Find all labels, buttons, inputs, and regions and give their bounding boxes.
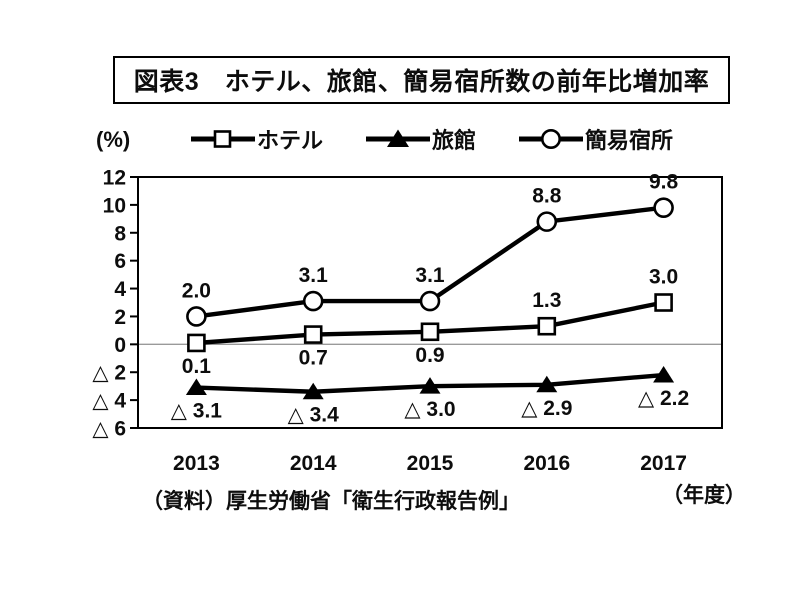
y-axis-label: △ 6 [92, 418, 126, 441]
x-axis-label: 2015 [407, 452, 454, 475]
data-point-marker-square [537, 316, 557, 336]
y-axis-label: 2 [114, 306, 126, 329]
data-point-label: 1.3 [532, 289, 561, 312]
y-axis-label: △ 4 [92, 390, 126, 413]
data-point-marker-triangle [419, 377, 441, 394]
data-point-marker-square [303, 325, 323, 344]
data-point-marker-circle [186, 306, 207, 327]
x-axis-label: 2013 [173, 452, 220, 475]
y-axis-label: △ 2 [92, 362, 126, 385]
data-point-label: 3.1 [415, 264, 445, 287]
data-point-marker-square [654, 293, 673, 312]
legend-label-simple-lodging: 簡易宿所 [585, 128, 674, 153]
legend-item-hotel: ホテル [190, 123, 323, 155]
legend-label-ryokan: 旅館 [432, 128, 477, 153]
plot-frame [137, 176, 723, 429]
source-note: （資料）厚生労働省「衛生行政報告例」 [142, 490, 520, 513]
data-point-marker-circle [653, 197, 674, 218]
data-point-label: 0.9 [415, 344, 444, 367]
figure-title: 図表3 ホテル、旅館、簡易宿所数の前年比増加率 [133, 68, 710, 96]
data-point-marker-triangle [185, 378, 207, 396]
data-point-label: △ 2.2 [638, 387, 689, 410]
data-point-marker-circle [302, 290, 324, 312]
data-point-label: △ 3.4 [288, 404, 339, 427]
data-point-label: △ 3.1 [171, 400, 222, 423]
data-point-marker-triangle [536, 375, 558, 393]
legend-item-simple-lodging: 簡易宿所 [518, 123, 673, 155]
x-axis-unit-label: （年度） [662, 484, 746, 507]
y-axis-label: 4 [114, 278, 126, 301]
y-axis-label: 12 [103, 167, 126, 190]
data-point-label: 0.7 [299, 347, 328, 370]
data-point-label: 3.1 [299, 264, 329, 287]
data-point-label: 0.1 [182, 355, 212, 378]
legend-label-hotel: ホテル [257, 128, 324, 153]
data-point-marker-triangle [302, 382, 324, 400]
data-point-marker-triangle [653, 366, 675, 383]
data-point-marker-circle [536, 211, 558, 232]
data-point-marker-circle [419, 290, 441, 312]
x-axis-label: 2016 [523, 452, 570, 475]
data-point-label: △ 2.9 [521, 397, 572, 420]
x-axis-label: 2017 [640, 452, 687, 475]
data-point-label: △ 3.0 [404, 398, 455, 421]
y-axis-unit-label: (%) [96, 127, 131, 152]
y-axis-label: 0 [114, 334, 126, 357]
data-point-label: 8.8 [532, 185, 562, 208]
y-axis-label: 8 [114, 222, 126, 245]
data-point-label: 9.8 [649, 171, 679, 194]
legend: ホテル 旅館 簡易宿所 [190, 123, 673, 155]
ryokan-triangle-marker-icon [366, 129, 431, 147]
y-axis-label: 10 [103, 194, 126, 217]
x-axis-label: 2014 [290, 452, 337, 475]
y-axis-label: 6 [114, 250, 126, 273]
data-point-marker-square [420, 322, 440, 342]
simple-lodging-circle-marker-icon [519, 129, 584, 149]
data-point-label: 3.0 [649, 266, 678, 289]
data-point-marker-square [187, 333, 206, 353]
hotel-square-marker-icon [191, 130, 255, 148]
data-point-label: 2.0 [182, 279, 211, 302]
figure-title-box: 図表3 ホテル、旅館、簡易宿所数の前年比増加率 [113, 56, 730, 104]
legend-item-ryokan: 旅館 [365, 123, 476, 155]
